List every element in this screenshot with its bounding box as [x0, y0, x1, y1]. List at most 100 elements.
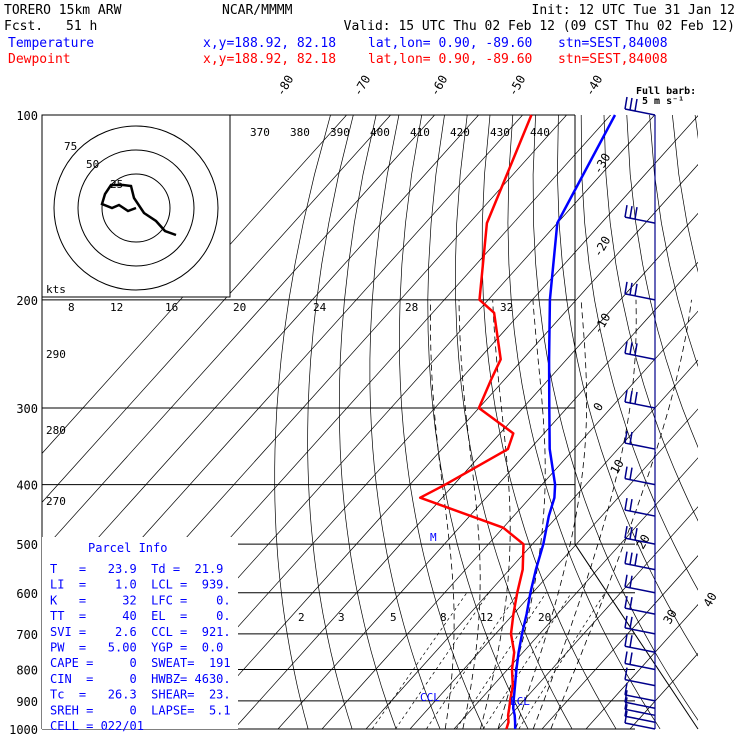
- wind-barb-flag: [629, 575, 633, 588]
- wind-barb-flag: [634, 391, 638, 405]
- wind-barb-flag: [624, 430, 628, 444]
- hodograph-ring-50: [77, 149, 195, 267]
- isotherm-line: [233, 212, 698, 729]
- wind-barb-flag: [624, 651, 628, 664]
- legend-dewpoint-latlon: lat,lon= 0.90, -89.60: [368, 52, 532, 67]
- wind-barbs: [624, 96, 656, 730]
- pressure-tick-label: 1000: [9, 723, 38, 737]
- wind-barb-staff: [624, 694, 656, 702]
- dry-adiabat: [369, 115, 441, 729]
- hodograph-ring-label-75: 75: [64, 140, 77, 153]
- isotherm-line: [497, 506, 698, 729]
- marker-m: M: [430, 531, 437, 544]
- legend-dewpoint-xy: x,y=188.92, 82.18: [203, 52, 336, 67]
- theta-label: 370: [250, 126, 270, 139]
- dry-adiabat: [649, 115, 698, 368]
- parcel-info-row: Tc = 26.3 SHEAR= 23.: [50, 688, 231, 702]
- wind-barb-flag: [629, 652, 633, 665]
- wind-barb-flag: [624, 526, 628, 539]
- wind-barb-flag: [629, 97, 633, 111]
- pressure-tick-label: 700: [16, 628, 38, 642]
- dry-adiabat: [580, 115, 698, 591]
- valid-time: Valid: 15 UTC Thu 02 Feb 12 (09 CST Thu …: [344, 19, 735, 34]
- mixing-ratio-label: 12: [110, 301, 123, 314]
- mixing-ratio-label-low: 3: [338, 611, 345, 624]
- dry-adiabat: [694, 115, 698, 140]
- pressure-tick-label: 400: [16, 479, 38, 493]
- wind-barb-flag: [624, 389, 628, 403]
- wind-barb-flag: [629, 342, 633, 355]
- theta-label: 400: [370, 126, 390, 139]
- isotherm-line: [42, 115, 479, 601]
- wind-barb-staff: [624, 715, 656, 723]
- dry-adiabat: [338, 115, 397, 729]
- wind-barb: [624, 551, 656, 571]
- wind-barb-flag: [634, 528, 638, 541]
- pressure-tick-label: 500: [16, 538, 38, 552]
- wind-barb-flag: [624, 634, 628, 647]
- mixing-ratio-label-low: 8: [440, 611, 447, 624]
- wind-barb-flag: [629, 282, 633, 295]
- parcel-info-row: SVI = 2.6 CCL = 921.: [50, 625, 231, 639]
- dewpoint-profile: [418, 114, 533, 730]
- wind-barb-flag: [624, 551, 628, 564]
- theta-label-left: 290: [46, 348, 66, 361]
- isotherm-label: -20: [590, 234, 613, 260]
- forecast-label: Fcst.: [4, 19, 43, 34]
- barb-legend-units: 5 m s⁻¹: [642, 96, 684, 107]
- isotherm-line: [453, 457, 698, 729]
- isotherm-line: [42, 115, 435, 552]
- legend-temperature-latlon: lat,lon= 0.90, -89.60: [368, 36, 532, 51]
- hodograph-ring-75: [53, 125, 219, 291]
- isotherm-label: -10: [590, 311, 613, 337]
- dry-adiabat: [532, 115, 698, 721]
- wind-barb: [624, 341, 656, 361]
- wind-barb: [624, 667, 656, 687]
- marker-ccl: CCL: [420, 691, 440, 704]
- mixing-ratio-label: 16: [165, 301, 178, 314]
- forecast-hour: 51 h: [66, 19, 97, 34]
- parcel-info-row: T = 23.9 Td = 21.9: [50, 562, 223, 576]
- isotherm-line: [42, 115, 347, 454]
- wind-barb-flag: [624, 574, 628, 587]
- wind-barb: [624, 682, 656, 702]
- theta-label-left: 280: [46, 424, 66, 437]
- wind-barb: [624, 574, 656, 594]
- wind-barb-flag: [634, 98, 638, 112]
- hodograph-ring-25: [101, 173, 171, 243]
- dry-adiabat: [274, 115, 331, 729]
- wind-barb: [624, 615, 656, 635]
- hodograph-units: kts: [46, 283, 66, 296]
- wind-barb-flag: [624, 690, 628, 703]
- model-name: TORERO 15km ARW: [4, 3, 122, 18]
- wind-barb-flag: [629, 205, 633, 219]
- mixing-ratio-label: 24: [313, 301, 327, 314]
- wind-barb-flag: [624, 697, 628, 710]
- legend-temperature-stn: stn=SEST,84008: [558, 36, 668, 51]
- isotherm-label: -40: [582, 73, 605, 99]
- pressure-tick-label: 800: [16, 663, 38, 677]
- dry-adiabat: [507, 115, 661, 729]
- wind-barb-flag: [629, 431, 633, 445]
- theta-label: 410: [410, 126, 430, 139]
- wind-barb-flag: [634, 343, 638, 356]
- wind-barb-flag: [624, 281, 628, 294]
- wind-barb: [624, 690, 656, 709]
- moist-adiabat: [497, 299, 546, 729]
- hodograph-ring-label-50: 50: [86, 158, 99, 171]
- plot-frame-diagonal: [574, 543, 699, 730]
- wind-barb: [624, 389, 656, 409]
- wind-barb-flag: [629, 616, 633, 630]
- mixing-ratio-line: [371, 592, 468, 729]
- moist-adiabat: [429, 299, 455, 729]
- parcel-info-row: LI = 1.0 LCL = 939.: [50, 578, 231, 592]
- temperature-profile: [511, 114, 617, 730]
- wind-barb-staff: [624, 708, 656, 717]
- moist-adiabat: [480, 299, 511, 729]
- mixing-ratio-label: 8: [68, 301, 75, 314]
- wind-barb-staff: [624, 701, 656, 709]
- wind-barb-flag: [624, 96, 628, 110]
- parcel-info-row: CAPE = 0 SWEAT= 191: [50, 656, 231, 670]
- isotherm-label: -80: [273, 73, 296, 99]
